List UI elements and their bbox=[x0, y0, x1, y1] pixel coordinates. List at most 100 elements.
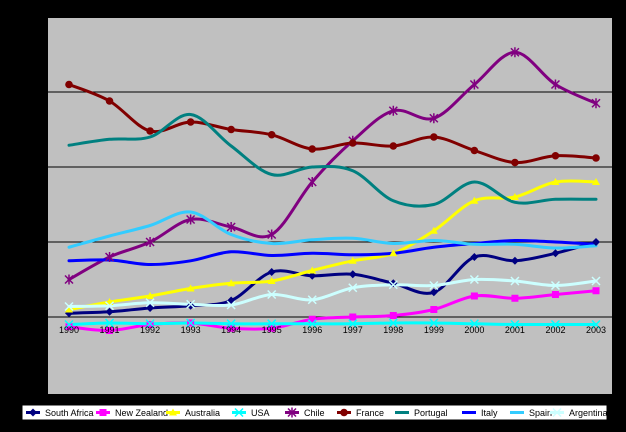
data-point-australia bbox=[551, 178, 560, 185]
data-point-chile bbox=[591, 98, 601, 109]
plot-area bbox=[48, 18, 612, 394]
legend-marker-france bbox=[340, 408, 348, 417]
legend-marker-argentina bbox=[552, 407, 562, 418]
data-point-usa bbox=[348, 319, 358, 329]
data-point-australia bbox=[592, 178, 600, 185]
x-tick-label: 1997 bbox=[343, 325, 363, 335]
legend-marker-australia bbox=[169, 408, 177, 416]
x-tick-label: 1995 bbox=[262, 325, 282, 335]
x-tick-label: 1993 bbox=[181, 325, 201, 335]
data-point-argentina bbox=[186, 299, 196, 309]
data-point-usa bbox=[64, 319, 74, 330]
data-point-chile bbox=[429, 113, 439, 124]
data-point-argentina bbox=[591, 276, 601, 286]
data-point-south-africa bbox=[146, 304, 155, 312]
legend-marker-chile bbox=[287, 407, 297, 418]
legend-label-france: France bbox=[356, 408, 384, 418]
legend-box bbox=[21, 404, 608, 421]
data-point-australia bbox=[146, 292, 155, 299]
data-point-new-zealand bbox=[430, 306, 438, 313]
x-tick-label: 1992 bbox=[140, 325, 160, 335]
legend-label-argentina: Argentina bbox=[569, 408, 608, 418]
legend-marker-new-zealand bbox=[99, 409, 107, 416]
data-point-new-zealand bbox=[65, 323, 73, 331]
data-point-argentina bbox=[307, 295, 317, 305]
data-point-usa bbox=[186, 318, 196, 328]
data-point-australia bbox=[389, 249, 398, 257]
series-line-australia bbox=[67, 179, 598, 311]
data-point-france bbox=[470, 146, 479, 155]
data-point-south-africa bbox=[470, 253, 479, 261]
data-point-south-africa bbox=[308, 271, 317, 280]
data-point-france bbox=[511, 158, 519, 167]
data-point-argentina bbox=[348, 283, 358, 293]
x-tick-label: 2001 bbox=[505, 325, 525, 335]
data-point-france bbox=[267, 130, 276, 139]
data-point-usa bbox=[307, 319, 317, 329]
data-point-chile bbox=[510, 47, 520, 58]
data-point-chile bbox=[64, 274, 74, 285]
data-point-usa bbox=[105, 318, 115, 328]
data-point-chile bbox=[307, 177, 317, 187]
data-point-france bbox=[389, 142, 398, 150]
x-tick-label: 1998 bbox=[383, 325, 403, 335]
data-point-chile bbox=[469, 79, 479, 90]
data-point-argentina bbox=[64, 301, 74, 312]
legend-label-portugal: Portugal bbox=[414, 408, 448, 418]
data-point-chile bbox=[145, 237, 155, 247]
legend-label-south-africa: South Africa bbox=[45, 408, 94, 418]
legend-marker-south-africa bbox=[29, 408, 37, 417]
data-point-usa bbox=[510, 319, 520, 330]
data-point-new-zealand bbox=[227, 324, 235, 332]
data-point-new-zealand bbox=[106, 327, 114, 334]
data-point-argentina bbox=[226, 300, 236, 310]
data-point-chile bbox=[105, 252, 115, 262]
data-point-australia bbox=[267, 277, 276, 284]
data-point-south-africa bbox=[551, 249, 560, 258]
data-point-new-zealand bbox=[308, 315, 316, 323]
data-point-australia bbox=[308, 266, 317, 274]
x-tick-label: 2002 bbox=[545, 325, 565, 335]
series-line-italy bbox=[67, 238, 598, 267]
data-point-new-zealand bbox=[592, 287, 600, 295]
data-point-new-zealand bbox=[389, 312, 397, 319]
data-point-argentina bbox=[267, 289, 277, 300]
data-point-chile bbox=[226, 222, 236, 232]
data-point-australia bbox=[429, 226, 438, 234]
x-tick-label: 2000 bbox=[464, 325, 484, 335]
data-point-france bbox=[348, 139, 357, 147]
data-point-usa bbox=[591, 319, 601, 330]
data-point-south-africa bbox=[348, 270, 357, 279]
data-point-australia bbox=[227, 279, 236, 287]
data-point-new-zealand bbox=[551, 291, 559, 298]
data-point-australia bbox=[348, 256, 357, 264]
data-point-argentina bbox=[550, 280, 560, 291]
x-tick-label: 1991 bbox=[100, 325, 120, 335]
legend: South Africa New Zealand Australia USA Chile… bbox=[21, 404, 608, 421]
data-point-argentina bbox=[145, 298, 155, 308]
series-line-portugal bbox=[67, 112, 598, 208]
x-tick-label: 2003 bbox=[586, 325, 606, 335]
data-point-chile bbox=[550, 79, 560, 90]
legend-marker-usa bbox=[234, 407, 244, 418]
data-point-argentina bbox=[388, 280, 398, 290]
data-point-usa bbox=[226, 319, 236, 329]
data-point-argentina bbox=[510, 276, 520, 286]
legend-label-usa: USA bbox=[251, 408, 270, 418]
series-line-spain bbox=[67, 210, 598, 250]
data-point-new-zealand bbox=[470, 292, 478, 300]
data-point-usa bbox=[429, 318, 439, 328]
legend-label-chile: Chile bbox=[304, 408, 325, 418]
data-point-usa bbox=[145, 319, 155, 329]
data-point-argentina bbox=[469, 274, 479, 285]
series-markers bbox=[64, 47, 601, 334]
data-point-france bbox=[308, 145, 317, 153]
data-point-france bbox=[430, 133, 438, 141]
data-point-argentina bbox=[429, 280, 439, 291]
data-point-usa bbox=[267, 319, 277, 329]
data-point-south-africa bbox=[186, 301, 195, 310]
data-point-france bbox=[227, 125, 235, 134]
data-point-south-africa bbox=[105, 307, 114, 316]
